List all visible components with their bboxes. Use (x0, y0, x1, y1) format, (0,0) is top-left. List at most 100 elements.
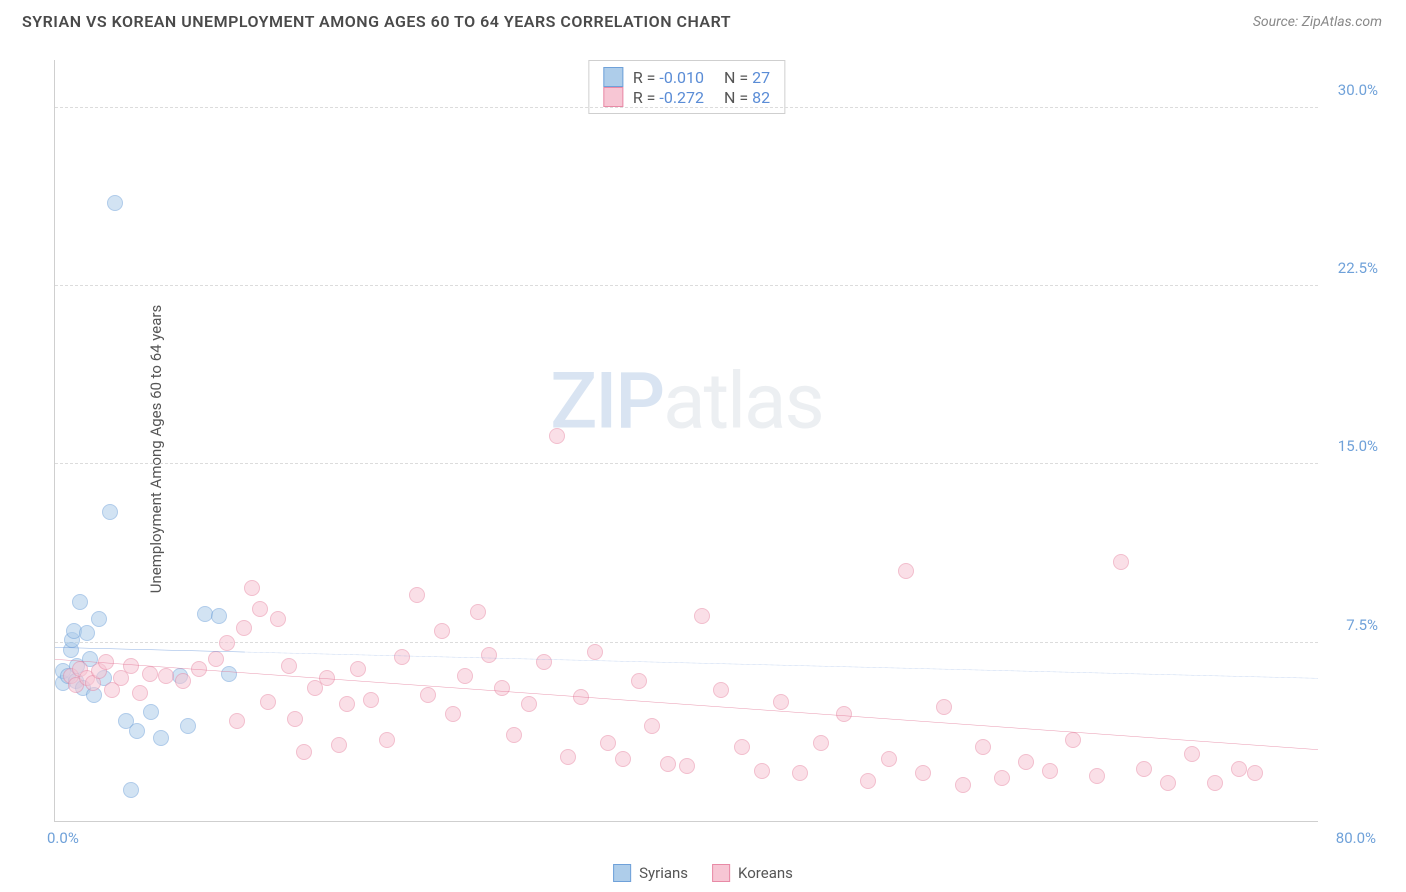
data-point (506, 727, 522, 743)
data-point (420, 687, 436, 703)
data-point (208, 651, 224, 667)
watermark: ZIPatlas (550, 357, 823, 448)
data-point (123, 782, 139, 798)
data-point (319, 670, 335, 686)
data-point (91, 611, 107, 627)
legend-swatch (613, 864, 631, 882)
grid-line (55, 285, 1318, 286)
data-point (191, 661, 207, 677)
data-point (270, 611, 286, 627)
data-point (180, 718, 196, 734)
data-point (107, 195, 123, 211)
data-point (955, 777, 971, 793)
data-point (536, 654, 552, 670)
y-tick-label: 7.5% (1346, 616, 1378, 634)
series-legend: Syrians Koreans (613, 864, 793, 882)
data-point (350, 661, 366, 677)
data-point (142, 666, 158, 682)
trend-lines (55, 60, 1318, 821)
data-point (792, 765, 808, 781)
data-point (1042, 763, 1058, 779)
data-point (221, 666, 237, 682)
data-point (1089, 768, 1105, 784)
data-point (102, 504, 118, 520)
data-point (915, 765, 931, 781)
data-point (409, 587, 425, 603)
data-point (898, 563, 914, 579)
data-point (153, 730, 169, 746)
x-tick-label: 80.0% (1336, 829, 1376, 847)
data-point (129, 723, 145, 739)
data-point (229, 713, 245, 729)
data-point (260, 694, 276, 710)
data-point (72, 594, 88, 610)
data-point (281, 658, 297, 674)
data-point (936, 699, 952, 715)
y-tick-label: 30.0% (1338, 81, 1378, 99)
data-point (631, 673, 647, 689)
data-point (470, 604, 486, 620)
data-point (560, 749, 576, 765)
legend-stat-row: R = -0.010N = 27 (603, 67, 770, 87)
data-point (881, 751, 897, 767)
data-point (615, 751, 631, 767)
grid-line (55, 107, 1318, 108)
grid-line (55, 642, 1318, 643)
data-point (481, 647, 497, 663)
data-point (734, 739, 750, 755)
data-point (1160, 775, 1176, 791)
data-point (175, 673, 191, 689)
data-point (713, 682, 729, 698)
data-point (994, 770, 1010, 786)
data-point (813, 735, 829, 751)
data-point (975, 739, 991, 755)
legend-series-item: Syrians (613, 864, 688, 882)
data-point (331, 737, 347, 753)
legend-swatch (603, 67, 623, 87)
data-point (252, 601, 268, 617)
data-point (1018, 754, 1034, 770)
legend-swatch (603, 87, 623, 107)
legend-series-item: Koreans (712, 864, 793, 882)
data-point (132, 685, 148, 701)
page-title: SYRIAN VS KOREAN UNEMPLOYMENT AMONG AGES… (22, 12, 731, 31)
data-point (773, 694, 789, 710)
data-point (1247, 765, 1263, 781)
data-point (79, 625, 95, 641)
data-point (123, 658, 139, 674)
y-tick-label: 15.0% (1338, 437, 1378, 455)
data-point (836, 706, 852, 722)
data-point (296, 744, 312, 760)
data-point (363, 692, 379, 708)
x-tick-label: 0.0% (47, 829, 79, 847)
data-point (244, 580, 260, 596)
data-point (549, 428, 565, 444)
data-point (1136, 761, 1152, 777)
data-point (660, 756, 676, 772)
data-point (457, 668, 473, 684)
data-point (434, 623, 450, 639)
data-point (587, 644, 603, 660)
data-point (1113, 554, 1129, 570)
data-point (679, 758, 695, 774)
data-point (98, 654, 114, 670)
data-point (1207, 775, 1223, 791)
data-point (236, 620, 252, 636)
plot-area: ZIPatlas R = -0.010N = 27R = -0.272N = 8… (54, 60, 1318, 822)
data-point (1184, 746, 1200, 762)
data-point (219, 635, 235, 651)
legend-stat-row: R = -0.272N = 82 (603, 87, 770, 107)
data-point (158, 668, 174, 684)
data-point (494, 680, 510, 696)
data-point (211, 608, 227, 624)
data-point (521, 696, 537, 712)
y-tick-label: 22.5% (1338, 259, 1378, 277)
data-point (694, 608, 710, 624)
grid-line (55, 463, 1318, 464)
data-point (1231, 761, 1247, 777)
data-point (339, 696, 355, 712)
data-point (394, 649, 410, 665)
data-point (143, 704, 159, 720)
data-point (445, 706, 461, 722)
data-point (754, 763, 770, 779)
